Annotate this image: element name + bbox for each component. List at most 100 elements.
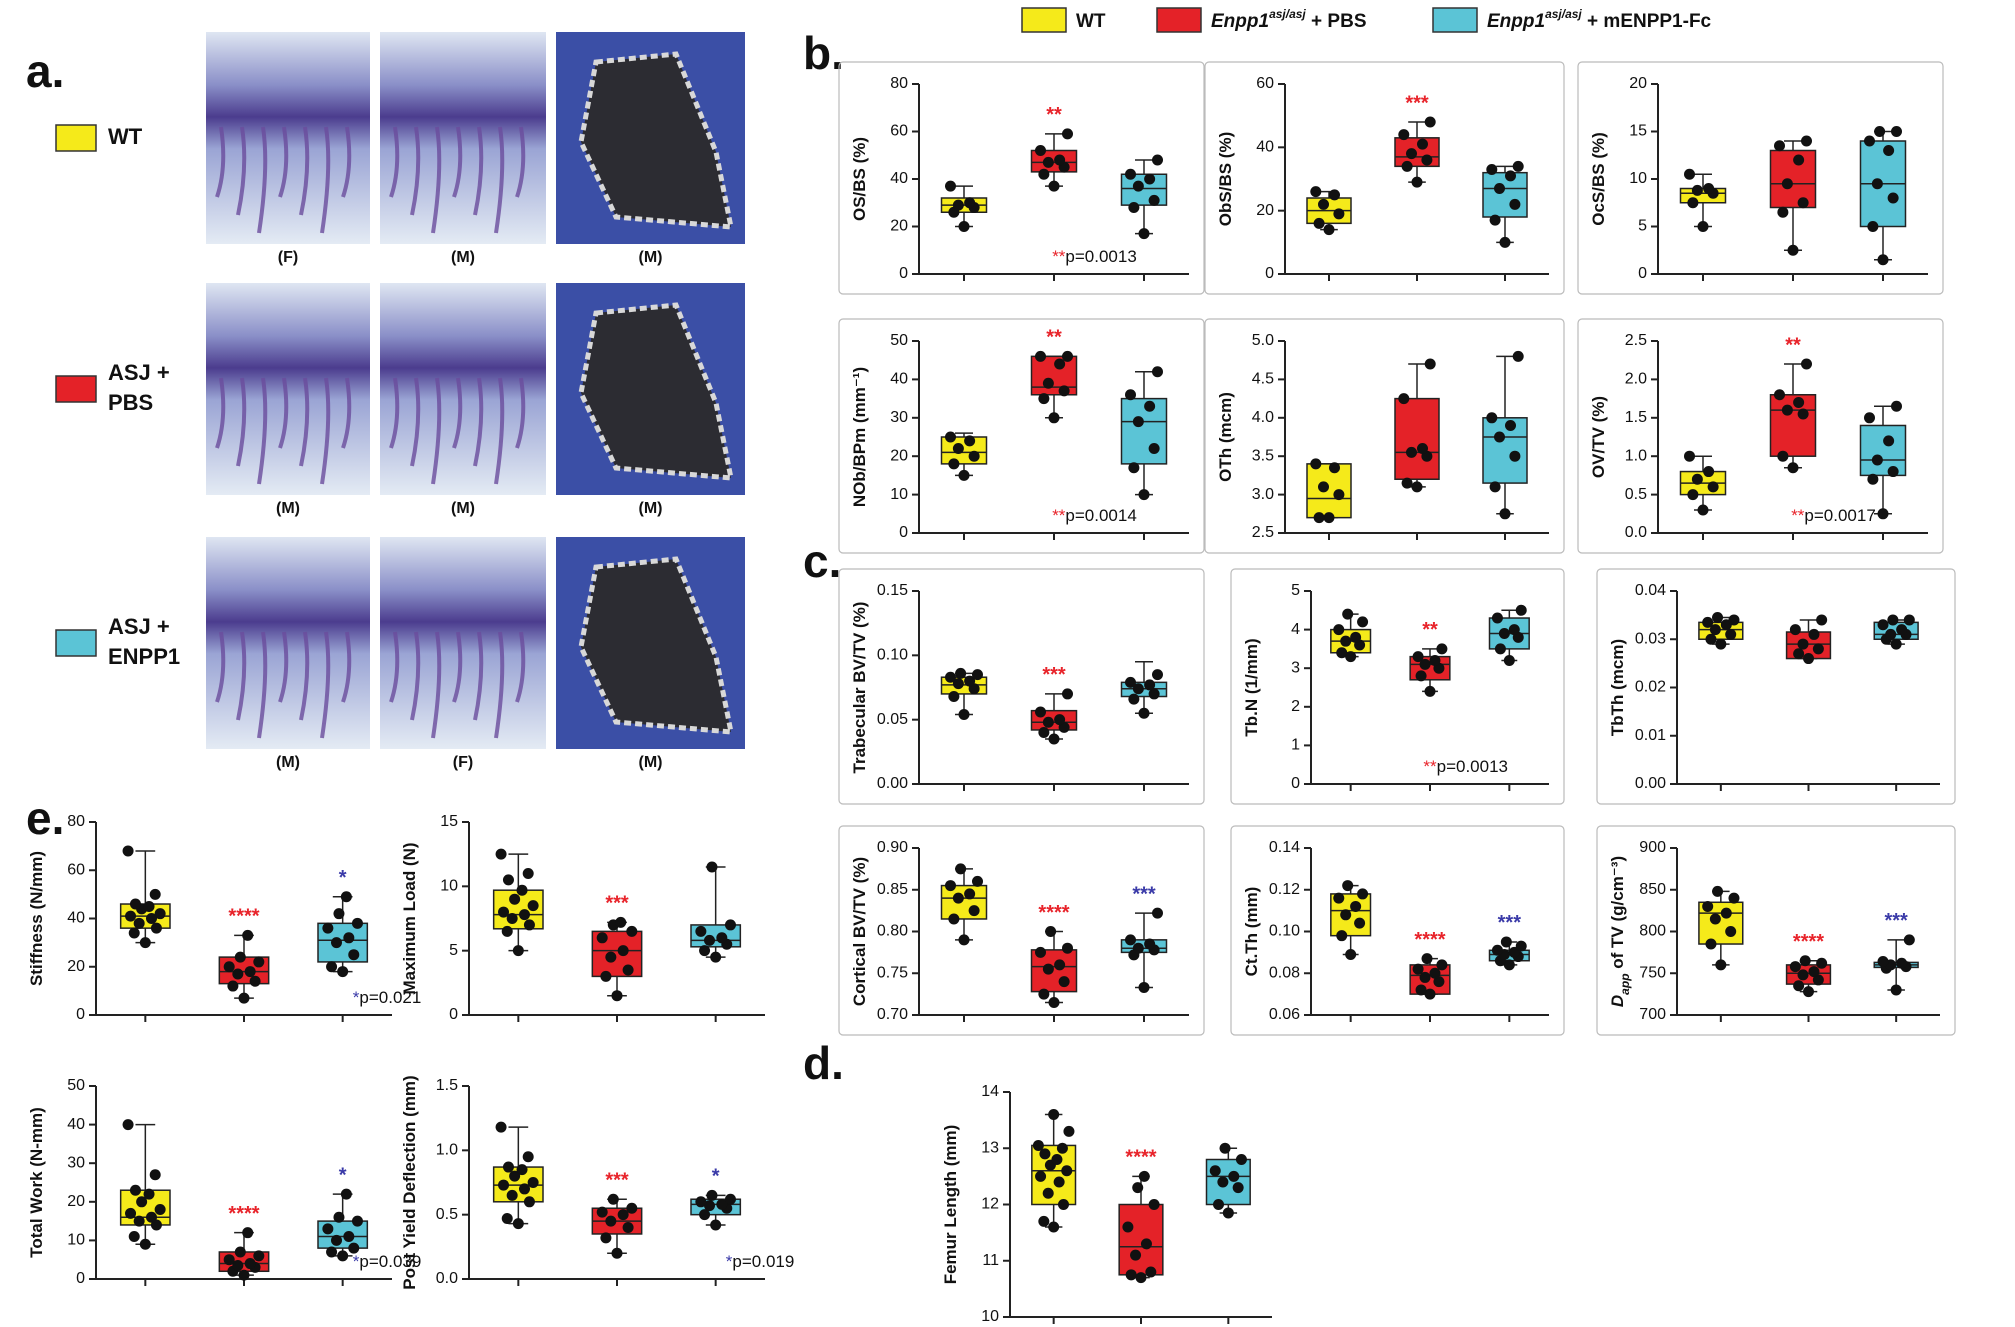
data-point — [1406, 446, 1417, 458]
data-point — [129, 1184, 141, 1196]
data-point — [232, 968, 244, 980]
text-part: Post Yield Deflection (mm) — [400, 1075, 419, 1289]
data-point — [1887, 192, 1899, 204]
y-tick-label: 0.10 — [1269, 923, 1300, 940]
p-value: **p=0.0017 — [1791, 506, 1876, 525]
significance-stars: * — [712, 1166, 720, 1188]
data-point — [128, 927, 140, 939]
y-tick-label: 20 — [67, 1193, 85, 1210]
image-caption: (F) — [453, 754, 473, 771]
data-point — [1038, 1215, 1050, 1227]
data-point — [1816, 957, 1828, 969]
text-part: Cortical BV/TV (%) — [850, 857, 869, 1006]
y-tick-label: 0.80 — [877, 923, 908, 940]
y-tick-label: 0.04 — [1635, 582, 1666, 599]
y-tick-label: 0.5 — [436, 1206, 458, 1223]
data-point — [154, 1204, 166, 1216]
chart-frame — [1204, 61, 1565, 295]
data-point — [1038, 727, 1050, 739]
data-point — [122, 1119, 134, 1131]
data-point — [1728, 892, 1740, 904]
data-point — [1508, 624, 1520, 636]
data-point — [337, 1250, 349, 1262]
data-point — [1491, 944, 1503, 956]
data-point — [1787, 244, 1799, 256]
data-point — [1429, 967, 1441, 979]
data-point — [1489, 481, 1501, 493]
y-tick-label: 3 — [1291, 659, 1300, 676]
data-point — [1128, 202, 1140, 213]
data-point — [955, 863, 967, 875]
row-label: WT — [108, 124, 143, 149]
significance-stars: *** — [1498, 912, 1522, 934]
data-point — [1313, 512, 1325, 524]
data-point — [1887, 466, 1899, 478]
legend-label: Enpp1asj/asj + PBS — [1211, 7, 1367, 32]
data-point — [1489, 214, 1501, 226]
data-point — [498, 1179, 510, 1191]
y-tick-label: 40 — [1256, 139, 1274, 156]
data-point — [146, 913, 157, 924]
text-part: Stiffness (N/mm) — [27, 851, 46, 986]
data-point — [1494, 183, 1505, 194]
chart-frame — [1230, 568, 1565, 805]
data-point — [1705, 938, 1717, 950]
chart-frame — [838, 568, 1205, 805]
data-point — [1406, 148, 1417, 160]
data-point — [1436, 959, 1448, 971]
text-part: Ct.Th (mm) — [1242, 887, 1261, 977]
data-point — [1152, 366, 1163, 378]
data-point — [1712, 885, 1724, 897]
text-part: OTh (mcm) — [1216, 392, 1235, 482]
trabecula — [473, 126, 484, 216]
panel-a-images — [206, 32, 745, 749]
y-tick-label: 50 — [890, 332, 908, 349]
data-point — [1132, 180, 1144, 192]
y-tick-label: 4.5 — [1252, 371, 1274, 388]
data-point — [1144, 938, 1156, 950]
image-caption: (M) — [451, 500, 475, 517]
data-point — [600, 970, 612, 982]
y-tick-label: 0 — [1638, 265, 1647, 282]
data-point — [972, 669, 983, 681]
histology-image — [380, 32, 546, 244]
data-point — [333, 1211, 345, 1223]
y-tick-label: 0.08 — [1269, 964, 1300, 981]
data-point — [1318, 481, 1329, 493]
data-point — [695, 925, 707, 937]
data-point — [945, 671, 956, 683]
data-point — [1145, 1266, 1157, 1278]
data-point — [1042, 377, 1054, 389]
data-point — [516, 1164, 528, 1176]
data-point — [724, 1193, 736, 1205]
data-point — [333, 908, 345, 920]
data-point — [626, 925, 638, 937]
data-point — [501, 1213, 513, 1225]
data-point — [1058, 385, 1070, 397]
p-value: *p=0.039 — [353, 1252, 422, 1271]
data-point — [952, 443, 964, 455]
data-point — [1345, 948, 1357, 960]
data-point — [948, 458, 960, 470]
chart-frame — [838, 825, 1205, 1036]
trabecula — [341, 377, 352, 449]
y-tick-label: 5 — [1291, 582, 1300, 599]
p-value: *p=0.019 — [726, 1252, 795, 1271]
data-point — [519, 909, 530, 921]
data-point — [607, 1193, 619, 1205]
data-point — [1890, 984, 1902, 996]
data-point — [1144, 679, 1156, 691]
y-tick-label: 2.5 — [1252, 524, 1274, 541]
data-point — [1725, 628, 1737, 640]
data-point — [1138, 1170, 1150, 1182]
bone-scan — [578, 51, 735, 230]
data-point — [1808, 628, 1820, 640]
data-point — [506, 913, 518, 924]
trabecula — [278, 126, 289, 198]
y-tick-label: 2.0 — [1625, 371, 1647, 388]
data-point — [1421, 953, 1433, 965]
p-value: **p=0.0014 — [1052, 506, 1137, 525]
trabecula — [257, 377, 268, 485]
data-point — [1056, 1142, 1068, 1154]
data-point — [1054, 154, 1066, 166]
